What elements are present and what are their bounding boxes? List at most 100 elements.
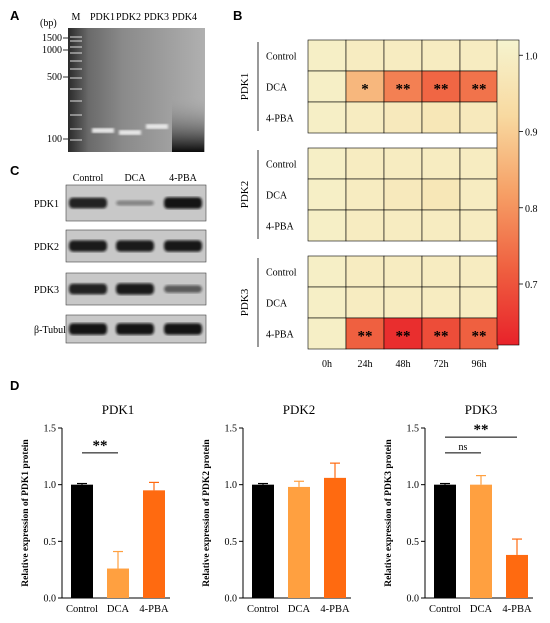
heatmap-cell-pdk1-dca-0h <box>307 70 347 103</box>
bar-chart-ytick-label-1-5: 1.5 <box>407 424 420 435</box>
heatmap-cell-pdk2-control-48h <box>383 147 423 180</box>
heatmap-row-label-dca: DCA <box>266 191 288 202</box>
western-band-pdk2-4-pba <box>164 240 202 252</box>
bar-pdk2-4-pba <box>324 477 346 598</box>
heatmap-row-label-control: Control <box>266 268 297 279</box>
heatmap-row-label-control: Control <box>266 52 297 63</box>
gel-lane-label-m: M <box>72 12 81 23</box>
heatmap-star-pdk1-48h: ** <box>396 82 411 98</box>
western-band-pdk1-dca <box>116 200 154 206</box>
bar-chart-ytick-label-1-0: 1.0 <box>44 480 57 491</box>
heatmap-cell-pdk3-control-24h <box>345 255 385 288</box>
heatmap-cell-pdk3-dca-0h <box>307 286 347 319</box>
bar-pdk1-control <box>71 484 93 598</box>
panel-letter-d: D <box>10 378 19 393</box>
gel-smear-pdk4 <box>172 95 204 152</box>
heatmap-group-label-pdk3: PDK3 <box>239 288 251 316</box>
gel-marker-label-100: 100 <box>47 134 62 145</box>
gel-ladder-band <box>70 40 82 42</box>
heatmap-cell-pdk1-control-24h <box>345 39 385 72</box>
gel-ladder-band <box>70 46 82 48</box>
bar-category-label-pdk1-control: Control <box>66 604 98 615</box>
bar-chart-ylabel-pdk2: Relative expression of PDK2 protein <box>202 439 212 587</box>
colorbar-tick-label-0-9: 0.9 <box>525 128 538 139</box>
bar-category-label-pdk1-4-pba: 4-PBA <box>139 604 169 615</box>
gel-ladder-band <box>70 128 82 130</box>
gel-ladder-band <box>70 88 82 90</box>
heatmap-group-label-pdk2: PDK2 <box>239 181 251 209</box>
heatmap-cell-pdk1-4-pba-48h <box>383 101 423 134</box>
heatmap-cell-pdk1-dca-96h <box>459 70 499 103</box>
bar-chart-pdk3: PDK3 Relative expression of PDK3 protein 0… <box>384 402 533 615</box>
heatmap-row-label-dca: DCA <box>266 299 288 310</box>
heatmap-star-pdk3-72h: ** <box>434 329 449 345</box>
heatmap-x-label-48h: 48h <box>396 359 411 370</box>
gel-ladder-band <box>70 77 82 79</box>
gel-ladder-band <box>70 68 82 70</box>
bar-chart-title-pdk3: PDK3 <box>465 402 498 417</box>
heatmap-row-label-dca: DCA <box>266 83 288 94</box>
western-band-pdk1-4-pba <box>164 197 202 209</box>
gel-marker-label-1000: 1000 <box>42 45 62 56</box>
bar-pdk3-dca <box>470 484 492 598</box>
heatmap-cell-pdk2-dca-0h <box>307 178 347 211</box>
heatmap-cell-pdk1-4-pba-0h <box>307 101 347 134</box>
bar-charts-panel: PDK1 Relative expression of PDK1 protein 0… <box>21 402 533 615</box>
heatmap-cell-pdk2-4-pba-24h <box>345 209 385 242</box>
western-protein-label-pdk1: PDK1 <box>34 199 59 210</box>
gel-lane-label-pdk3: PDK3 <box>144 12 169 23</box>
western-band-pdk2-control <box>69 240 107 252</box>
heatmap-star-pdk3-24h: ** <box>358 329 373 345</box>
heatmap-cell-pdk3-4-pba-72h <box>421 317 461 350</box>
western-band-beta-tubulin-control <box>69 323 107 335</box>
heatmap-cell-pdk3-dca-24h <box>345 286 385 319</box>
western-band-beta-tubulin-dca <box>116 323 154 335</box>
western-condition-label-dca: DCA <box>124 173 146 184</box>
gel-marker-label-1500: 1500 <box>42 33 62 44</box>
heatmap-cell-pdk1-control-96h <box>459 39 499 72</box>
heatmap-row-label-4-pba: 4-PBA <box>266 114 295 125</box>
heatmap-cell-pdk3-control-96h <box>459 255 499 288</box>
bar-category-label-pdk1-dca: DCA <box>107 604 130 615</box>
heatmap-x-label-96h: 96h <box>472 359 487 370</box>
heatmap-cell-pdk3-control-48h <box>383 255 423 288</box>
heatmap-cell-pdk1-dca-24h <box>345 70 385 103</box>
heatmap-cell-pdk2-4-pba-0h <box>307 209 347 242</box>
heatmap-cell-pdk3-4-pba-48h <box>383 317 423 350</box>
western-band-pdk2-dca <box>116 240 154 252</box>
western-band-pdk1-control <box>69 197 107 209</box>
bar-pdk1-dca <box>107 568 129 598</box>
bar-chart-ytick-label-0-0: 0.0 <box>407 594 420 605</box>
significance-label-pdk1-0: ** <box>93 438 108 454</box>
western-condition-label-4-pba: 4-PBA <box>169 173 198 184</box>
bar-chart-title-pdk1: PDK1 <box>102 402 135 417</box>
bar-chart-ytick-label-0-5: 0.5 <box>225 537 238 548</box>
heatmap-cell-pdk3-4-pba-24h <box>345 317 385 350</box>
bar-chart-pdk1: PDK1 Relative expression of PDK1 protein 0… <box>21 402 170 615</box>
heatmap-cell-pdk1-control-48h <box>383 39 423 72</box>
bar-chart-ylabel-pdk1: Relative expression of PDK1 protein <box>21 439 31 587</box>
heatmap-x-label-24h: 24h <box>358 359 373 370</box>
heatmap-x-label-0h: 0h <box>322 359 332 370</box>
heatmap-row-label-control: Control <box>266 160 297 171</box>
heatmap-cell-pdk2-dca-48h <box>383 178 423 211</box>
significance-label-pdk3-0: ns <box>459 442 468 453</box>
bar-category-label-pdk2-4-pba: 4-PBA <box>320 604 350 615</box>
heatmap-cell-pdk2-control-0h <box>307 147 347 180</box>
bar-chart-title-pdk2: PDK2 <box>283 402 316 417</box>
bar-category-label-pdk3-4-pba: 4-PBA <box>502 604 532 615</box>
bar-pdk2-control <box>252 484 274 598</box>
western-band-pdk3-4-pba <box>164 285 202 293</box>
heatmap-star-pdk1-24h: * <box>361 82 369 98</box>
panel-letter-c: C <box>10 163 20 178</box>
gel-ladder-band <box>70 60 82 62</box>
bar-chart-ytick-label-0-5: 0.5 <box>44 537 57 548</box>
heatmap-cell-pdk3-4-pba-0h <box>307 317 347 350</box>
bar-pdk1-4-pba <box>143 490 165 598</box>
western-protein-label-pdk3: PDK3 <box>34 285 59 296</box>
western-band-pdk3-dca <box>116 283 154 295</box>
bar-chart-ytick-label-1-0: 1.0 <box>407 480 420 491</box>
western-protein-label-beta-tubulin: β-Tubulin <box>34 325 74 336</box>
